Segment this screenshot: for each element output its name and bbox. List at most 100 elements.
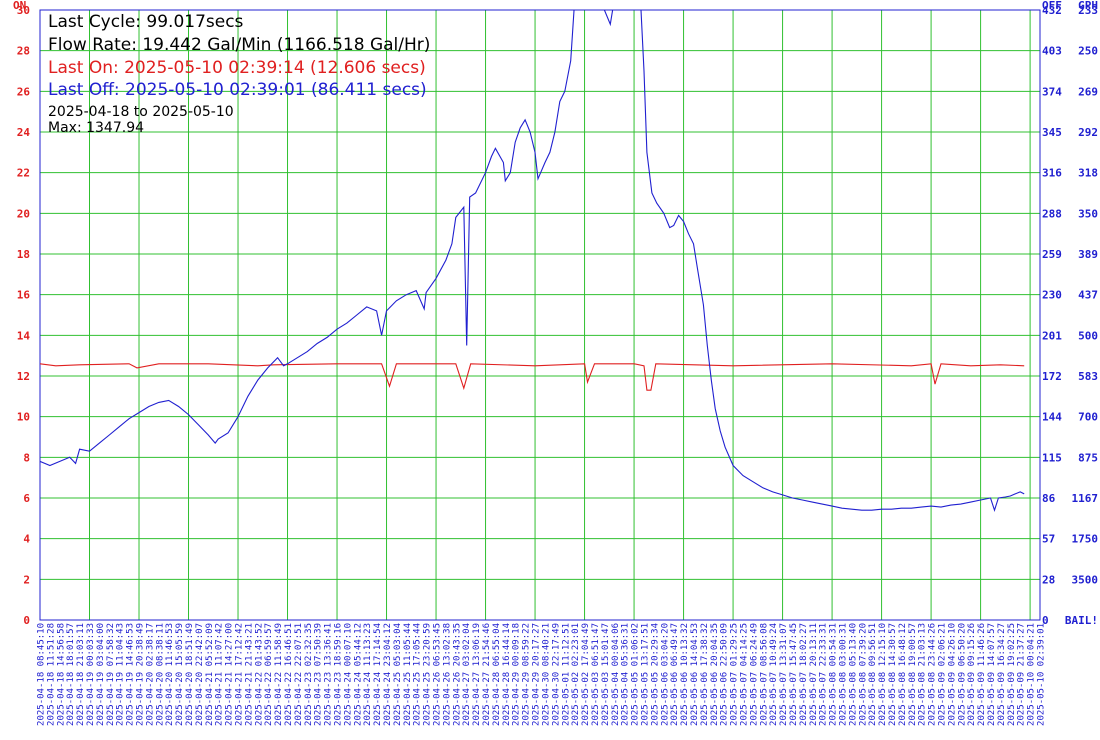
x-tick-label: 2025-04-26 13:02:38 (442, 623, 452, 726)
right-off-tick-label: 403 (1042, 45, 1062, 58)
x-tick-label: 2025-05-06 17:38:32 (700, 623, 710, 726)
right-off-tick-label: 0 (1042, 614, 1049, 627)
right-gph-tick-label: 700 (1078, 411, 1098, 424)
x-tick-label: 2025-04-21 14:27:00 (225, 623, 235, 726)
right-gph-tick-label: 1167 (1072, 492, 1099, 505)
left-tick-label: 22 (17, 167, 30, 180)
x-tick-label: 2025-04-19 20:38:49 (136, 623, 146, 726)
right-gph-tick-label: 233 (1078, 4, 1098, 17)
left-tick-label: 18 (17, 248, 30, 261)
left-tick-label: 16 (17, 289, 31, 302)
x-tick-label: 2025-04-20 08:38:11 (155, 623, 165, 726)
x-tick-label: 2025-04-19 00:03:33 (86, 623, 96, 726)
right-off-tick-label: 432 (1042, 4, 1062, 17)
right-gph-tick-label: 875 (1078, 451, 1098, 464)
right-axis-off: 0 28 57 86 115 144 172 201 230 259 288 316 345 374 403… (1042, 0, 1062, 627)
x-tick-label: 2025-05-06 14:04:53 (690, 623, 700, 726)
x-tick-label: 2025-05-08 12:15:10 (878, 623, 888, 726)
x-tick-label: 2025-04-19 14:46:53 (126, 623, 136, 726)
right-gph-tick-label: 3500 (1072, 573, 1099, 586)
x-tick-label: 2025-05-08 21:03:13 (918, 623, 928, 726)
date-range-text: 2025-04-18 to 2025-05-10 (48, 104, 234, 120)
right-off-tick-label: 259 (1042, 248, 1062, 261)
right-gph-bottom-label: BAIL! (1065, 614, 1098, 627)
x-tick-label: 2025-05-03 15:01:47 (601, 623, 611, 726)
left-axis-top-label: ON (13, 0, 26, 12)
x-tick-label: 2025-04-22 22:07:51 (294, 623, 304, 726)
x-tick-label: 2025-04-21 21:43:21 (244, 623, 254, 726)
x-tick-label: 2025-04-22 06:59:57 (264, 623, 274, 726)
x-tick-label: 2025-05-07 10:49:24 (769, 623, 779, 726)
on-time-series-line (40, 363, 1025, 391)
x-tick-label: 2025-05-09 06:50:20 (957, 623, 967, 726)
x-tick-label: 2025-05-09 21:37:27 (1017, 623, 1027, 726)
off-time-series-line (40, 10, 1025, 512)
x-tick-label: 2025-05-09 04:26:10 (947, 623, 957, 726)
x-tick-label: 2025-04-20 02:38:17 (145, 623, 155, 726)
right-axis-gph: 3500 1750 1167 875 700 583 500 437 389 350 318 292 2… (1065, 0, 1098, 627)
x-tick-label: 2025-05-05 20:29:34 (650, 623, 660, 726)
x-tick-label: 2025-04-23 02:32:35 (304, 623, 314, 726)
x-tick-label: 2025-05-09 16:34:27 (997, 623, 1007, 726)
right-off-tick-label: 144 (1042, 411, 1062, 424)
plot-frame (39, 9, 1041, 621)
x-tick-label: 2025-05-07 20:13:11 (809, 623, 819, 726)
x-tick-label: 2025-05-08 14:30:57 (888, 623, 898, 726)
x-tick-label: 2025-04-19 07:58:32 (106, 623, 116, 726)
left-tick-label: 10 (17, 411, 30, 424)
left-tick-label: 8 (23, 451, 30, 464)
x-tick-label: 2025-04-21 17:12:42 (235, 623, 245, 726)
x-tick-label: 2025-05-07 08:56:08 (759, 623, 769, 726)
x-tick-label: 2025-05-09 11:46:26 (977, 623, 987, 726)
last-on-text: Last On: 2025-05-10 02:39:14 (12.606 sec… (48, 58, 426, 78)
x-tick-label: 2025-04-28 16:44:14 (502, 623, 512, 726)
chart-grid (39, 9, 1040, 621)
left-tick-label: 0 (23, 614, 30, 627)
right-off-tick-label: 86 (1042, 492, 1056, 505)
x-tick-label: 2025-05-02 17:04:49 (581, 623, 591, 726)
x-tick-label: 2025-04-28 06:55:04 (492, 623, 502, 726)
flow-rate-text: Flow Rate: 19.442 Gal/Min (1166.518 Gal/… (48, 35, 431, 55)
x-tick-label: 2025-05-09 14:07:57 (987, 623, 997, 726)
x-tick-label: 2025-05-09 19:02:25 (1007, 623, 1017, 726)
x-tick-label: 2025-04-22 01:43:52 (254, 623, 264, 726)
x-tick-label: 2025-04-27 03:02:04 (462, 623, 472, 726)
x-tick-label: 2025-05-04 05:36:31 (621, 623, 631, 726)
left-tick-label: 6 (23, 492, 30, 505)
x-tick-label: 2025-04-23 07:50:39 (314, 623, 324, 726)
x-tick-label: 2025-04-18 18:01:57 (66, 623, 76, 726)
x-tick-label: 2025-04-23 18:59:16 (334, 623, 344, 726)
x-tick-label: 2025-04-24 11:13:23 (363, 623, 373, 726)
x-tick-label: 2025-05-06 10:13:32 (680, 623, 690, 726)
left-tick-label: 30 (17, 4, 30, 17)
right-off-tick-label: 172 (1042, 370, 1062, 383)
left-tick-label: 14 (17, 329, 31, 342)
x-tick-label: 2025-05-08 09:56:51 (868, 623, 878, 726)
last-cycle-text: Last Cycle: 99.017secs (48, 12, 244, 32)
right-gph-tick-label: 1750 (1072, 533, 1099, 546)
x-tick-label: 2025-04-25 17:05:44 (413, 623, 423, 726)
x-tick-label: 2025-04-29 08:59:22 (522, 623, 532, 726)
x-tick-label: 2025-04-18 08:45:10 (37, 623, 47, 726)
right-gph-top-label: GPH (1078, 0, 1098, 12)
x-tick-label: 2025-04-21 05:52:09 (205, 623, 215, 726)
max-text: Max: 1347.94 (48, 120, 145, 136)
x-tick-label: 2025-04-24 05:44:12 (353, 623, 363, 726)
left-tick-label: 28 (17, 45, 30, 58)
x-tick-label: 2025-05-05 13:17:51 (640, 623, 650, 726)
x-tick-label: 2025-05-07 13:31:07 (779, 623, 789, 726)
plot-border (39, 9, 1041, 621)
right-off-tick-label: 28 (1042, 573, 1055, 586)
right-gph-tick-label: 389 (1078, 248, 1098, 261)
x-tick-label: 2025-05-06 22:50:09 (720, 623, 730, 726)
x-tick-label: 2025-04-18 21:03:11 (76, 623, 86, 726)
x-tick-label: 2025-04-26 20:43:35 (452, 623, 462, 726)
x-tick-label: 2025-05-09 09:15:26 (967, 623, 977, 726)
x-tick-label: 2025-05-06 20:04:35 (710, 623, 720, 726)
right-off-tick-label: 288 (1042, 207, 1062, 220)
left-tick-label: 24 (17, 126, 31, 139)
right-gph-tick-label: 269 (1078, 85, 1098, 98)
left-tick-label: 4 (23, 533, 30, 546)
x-tick-label: 2025-05-08 05:13:40 (848, 623, 858, 726)
